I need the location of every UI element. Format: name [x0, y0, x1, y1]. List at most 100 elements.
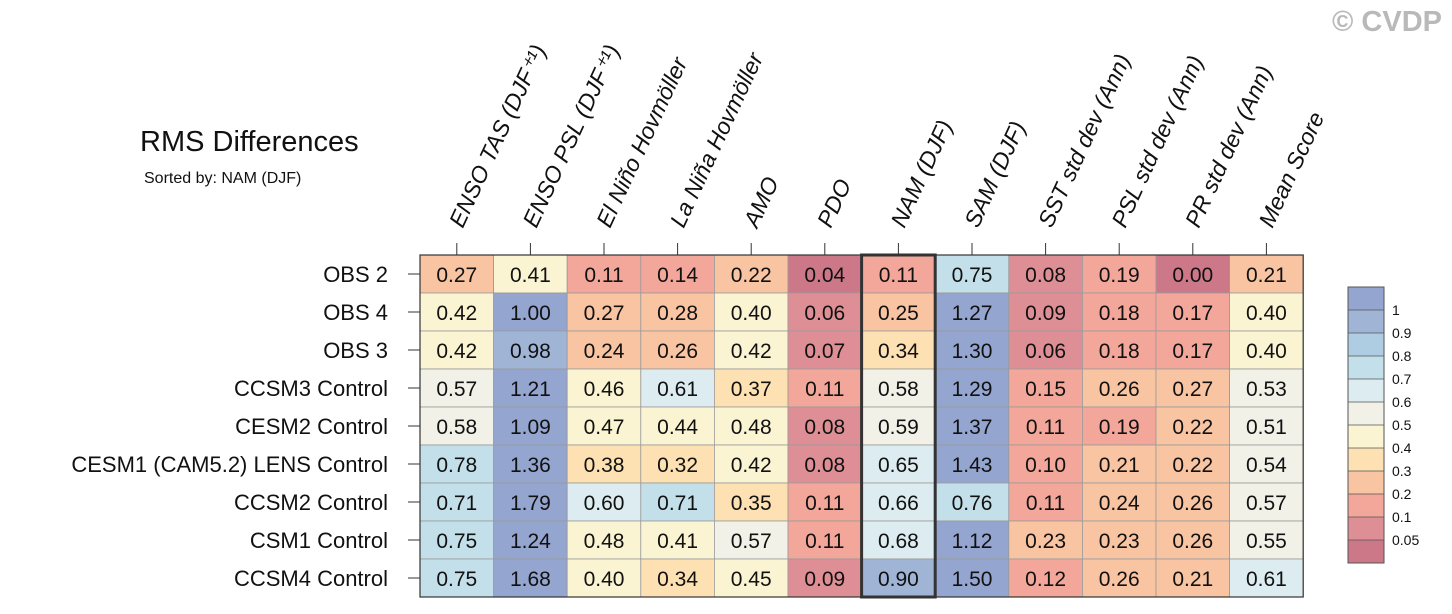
cell-value-label: 0.22 — [731, 264, 772, 287]
heatmap-cell — [1008, 520, 1083, 560]
cell-value-label: 1.79 — [510, 492, 551, 515]
cell-value-label: 0.41 — [657, 530, 698, 553]
cell-value-label: 0.28 — [657, 302, 698, 325]
heatmap-cell — [1155, 482, 1230, 522]
heatmap-cell — [787, 292, 862, 332]
cell-value-label: 0.24 — [584, 340, 625, 363]
cell-value-label: 0.40 — [584, 568, 625, 591]
heatmap-cell — [1155, 520, 1230, 560]
cell-value-label: 0.58 — [436, 416, 477, 439]
heatmap-cell — [1082, 444, 1157, 484]
heatmap-cell — [566, 558, 642, 598]
colorbar-label: 0.1 — [1392, 509, 1412, 525]
heatmap-cell — [1229, 558, 1304, 598]
cell-value-label: 0.26 — [657, 340, 698, 363]
column-label: AMO — [737, 173, 784, 233]
cell-value-label: 0.54 — [1246, 454, 1287, 477]
heatmap-cell — [640, 482, 715, 522]
cell-value-label: 0.59 — [878, 416, 919, 439]
heatmap-cell — [1155, 254, 1230, 294]
heatmap-cell — [787, 406, 862, 446]
heatmap-cell — [640, 558, 715, 598]
cell-value-label: 0.42 — [436, 302, 477, 325]
colorbar-segment — [1348, 540, 1384, 563]
heatmap-cell — [787, 368, 862, 408]
cell-value-label: 0.08 — [804, 454, 845, 477]
heatmap-cell — [1008, 444, 1083, 484]
heatmap-cell — [787, 558, 862, 598]
cell-value-label: 0.76 — [952, 492, 993, 515]
cell-value-label: 0.46 — [584, 378, 625, 401]
colorbar-label: 0.4 — [1392, 440, 1412, 456]
cell-value-label: 0.40 — [1246, 340, 1287, 363]
cell-value-label: 0.48 — [584, 530, 625, 553]
row-label: CESM2 Control — [235, 414, 388, 439]
heatmap-cell — [1082, 406, 1157, 446]
cell-value-label: 1.30 — [952, 340, 993, 363]
row-label: CSM1 Control — [250, 528, 388, 553]
cell-value-label: 0.60 — [584, 492, 625, 515]
cell-value-label: 1.12 — [952, 530, 993, 553]
heatmap-cell — [861, 292, 936, 332]
cell-value-label: 0.26 — [1099, 378, 1140, 401]
heatmap-cell — [714, 368, 789, 408]
colorbar-segment — [1348, 287, 1384, 310]
heatmap-cell — [714, 292, 789, 332]
colorbar-segment — [1348, 471, 1384, 494]
cell-value-label: 0.57 — [436, 378, 477, 401]
heatmap-cell — [714, 558, 789, 598]
heatmap-cell — [419, 330, 494, 370]
colorbar-label: 1 — [1392, 302, 1400, 318]
cell-value-label: 0.04 — [804, 264, 845, 287]
cell-value-label: 1.00 — [510, 302, 551, 325]
heatmap-cell — [1155, 406, 1230, 446]
cell-value-label: 0.51 — [1246, 416, 1287, 439]
cell-value-label: 0.21 — [1099, 454, 1140, 477]
heatmap-cell — [1082, 558, 1157, 598]
cell-value-label: 0.38 — [584, 454, 625, 477]
cell-value-label: 0.26 — [1172, 530, 1213, 553]
row-label: OBS 4 — [323, 300, 388, 325]
cell-value-label: 0.75 — [952, 264, 993, 287]
cell-value-label: 0.23 — [1099, 530, 1140, 553]
cell-value-label: 0.06 — [1025, 340, 1066, 363]
cell-value-label: 0.42 — [731, 454, 772, 477]
cell-value-label: 1.27 — [952, 302, 993, 325]
cell-value-label: 0.75 — [436, 530, 477, 553]
heatmap-cell — [1155, 444, 1230, 484]
cell-value-label: 0.40 — [731, 302, 772, 325]
heatmap-cell — [493, 368, 568, 408]
heatmap-cell — [1008, 292, 1083, 332]
row-label: CCSM4 Control — [234, 566, 388, 591]
cell-value-label: 0.42 — [731, 340, 772, 363]
heatmap-cell — [1082, 520, 1157, 560]
heatmap-cell — [640, 406, 715, 446]
cell-value-label: 0.19 — [1099, 264, 1140, 287]
heatmap-cell — [787, 444, 862, 484]
cell-value-label: 0.24 — [1099, 492, 1140, 515]
cell-value-label: 0.17 — [1172, 302, 1213, 325]
cell-value-label: 1.21 — [510, 378, 551, 401]
cell-value-label: 0.27 — [584, 302, 625, 325]
cell-value-label: 0.26 — [1172, 492, 1213, 515]
cell-value-label: 0.17 — [1172, 340, 1213, 363]
heatmap-cell — [1229, 520, 1304, 560]
colorbar-label: 0.3 — [1392, 463, 1412, 479]
heatmap-cell — [640, 444, 715, 484]
row-label: CCSM2 Control — [234, 490, 388, 515]
cell-value-label: 0.78 — [436, 454, 477, 477]
cell-value-label: 0.09 — [1025, 302, 1066, 325]
column-label: SAM (DJF) — [959, 117, 1031, 231]
colorbar-segment — [1348, 356, 1384, 379]
cell-value-label: 0.26 — [1099, 568, 1140, 591]
heatmap-cell — [566, 482, 642, 522]
colorbar-segment — [1348, 379, 1384, 402]
cell-value-label: 0.11 — [879, 264, 918, 287]
cell-value-label: 0.44 — [657, 416, 698, 439]
heatmap-cell — [640, 330, 715, 370]
heatmap-cell — [419, 444, 494, 484]
heatmap-cell — [419, 558, 494, 598]
cell-value-label: 0.10 — [1025, 454, 1066, 477]
heatmap-cell — [1229, 330, 1304, 370]
cell-value-label: 0.12 — [1025, 568, 1066, 591]
